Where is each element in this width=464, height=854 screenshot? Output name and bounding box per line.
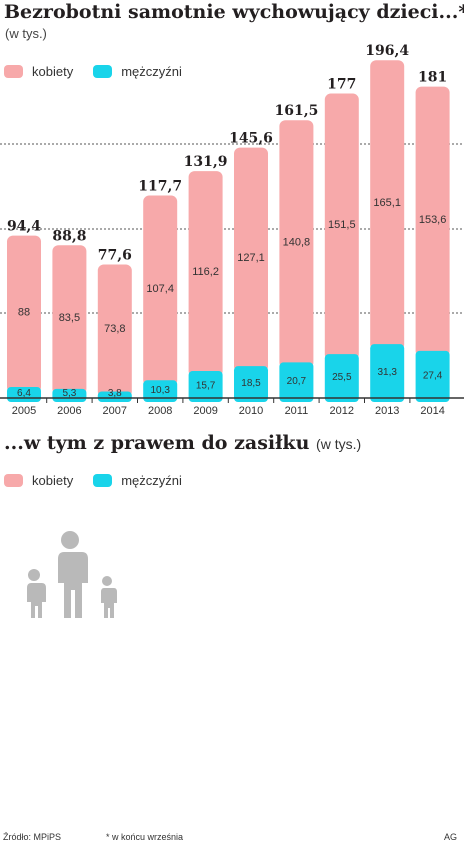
- legend-swatch-mezczyzni: [93, 65, 113, 78]
- label-mezczyzni-2007: 3,8: [108, 388, 122, 399]
- tick-label-2011: 2011: [285, 405, 309, 417]
- label-mezczyzni-2011: 20,7: [287, 376, 307, 387]
- bar-kobiety-2006: [52, 245, 87, 395]
- label-kobiety-2010: 127,1: [237, 252, 265, 264]
- bar-kobiety-2009: [188, 171, 223, 377]
- bar-kobiety-2008: [143, 195, 178, 387]
- label-total-2013: 196,4: [365, 43, 409, 59]
- bar-kobiety-2010: [234, 147, 268, 373]
- footer-note: * w końcu września: [106, 832, 184, 842]
- label-total-2014: 181: [418, 70, 447, 86]
- bar-mezczyzni-2014: [415, 350, 450, 402]
- bar-mezczyzni-2008: [143, 380, 178, 402]
- label-total-2006: 88,8: [52, 228, 86, 244]
- label-mezczyzni-2008: 10,3: [150, 385, 170, 396]
- label-total-2011: 161,5: [274, 103, 318, 119]
- tick-label-2006: 2006: [57, 405, 81, 417]
- label-kobiety-2013: 165,1: [373, 197, 401, 209]
- chart1-svg: 88 6,4 94,4 2005 83,5 5,3 88,8 2006 73,8 3,8 77,6 2…: [0, 43, 464, 417]
- label-total-2009: 131,9: [184, 154, 228, 170]
- footer-source: Źródło: MPiPS: [3, 832, 62, 842]
- label-mezczyzni-2010: 18,5: [241, 378, 261, 389]
- bar-kobiety-2012: [324, 93, 359, 361]
- legend2-label-mezczyzni: mężczyźni: [121, 473, 182, 488]
- legend2-item-kobiety: kobiety: [4, 473, 73, 488]
- legend2-label-kobiety: kobiety: [32, 473, 74, 488]
- legend2-swatch-mezczyzni: [93, 474, 113, 487]
- label-total-2008: 117,7: [138, 179, 182, 195]
- bar-mezczyzni-2011: [279, 362, 314, 402]
- footer-credit: AG: [444, 832, 458, 842]
- chart2-legend: kobiety mężczyźni: [4, 473, 202, 488]
- bar-kobiety-2014: [415, 86, 450, 357]
- chart1-legend: kobiety mężczyźni: [4, 64, 202, 79]
- label-kobiety-2012: 151,5: [328, 219, 356, 231]
- bar-mezczyzni-2007: [97, 391, 132, 402]
- legend2-item-mezczyzni: mężczyźni: [93, 473, 182, 488]
- tick-label-2005: 2005: [12, 405, 36, 417]
- label-mezczyzni-2014: 27,4: [423, 370, 443, 381]
- label-kobiety-2009: 116,2: [192, 266, 219, 278]
- tick-label-2009: 2009: [193, 405, 217, 417]
- chart1-title: Bezrobotni samotnie wychowujący dzieci..…: [4, 1, 464, 23]
- label-total-2005: 94,4: [7, 219, 41, 235]
- bar-kobiety-2011: [279, 120, 314, 369]
- bar-kobiety-2013: [370, 60, 405, 351]
- label-total-2010: 145,6: [229, 131, 273, 147]
- bar-kobiety-2007: [97, 264, 132, 398]
- label-kobiety-2006: 83,5: [59, 312, 80, 324]
- chart2-title: ...w tym z prawem do zasiłku (w tys.): [4, 432, 362, 454]
- legend-item-mezczyzni: mężczyźni: [93, 64, 182, 79]
- chart1-unit: (w tys.): [5, 26, 47, 41]
- label-mezczyzni-2012: 25,5: [332, 372, 352, 383]
- label-total-2012: 177: [327, 77, 356, 93]
- legend-item-kobiety: kobiety: [4, 64, 73, 79]
- legend-label-kobiety: kobiety: [32, 64, 74, 79]
- label-mezczyzni-2006: 5,3: [62, 388, 76, 399]
- tick-label-2012: 2012: [330, 405, 354, 417]
- label-total-2007: 77,6: [98, 248, 132, 264]
- tick-label-2007: 2007: [103, 405, 127, 417]
- label-mezczyzni-2005: 6,4: [17, 388, 31, 399]
- label-kobiety-2011: 140,8: [283, 236, 311, 248]
- chart2-unit: (w tys.): [316, 436, 362, 452]
- bar-mezczyzni-2013: [370, 344, 405, 402]
- family-icon: [26, 531, 117, 618]
- label-mezczyzni-2009: 15,7: [196, 380, 216, 391]
- label-kobiety-2005: 88: [18, 306, 30, 318]
- tick-label-2010: 2010: [239, 405, 263, 417]
- tick-label-2013: 2013: [375, 405, 399, 417]
- label-kobiety-2007: 73,8: [104, 323, 125, 335]
- label-mezczyzni-2013: 31,3: [377, 367, 397, 378]
- bar-mezczyzni-2010: [234, 366, 268, 402]
- label-kobiety-2014: 153,6: [419, 214, 447, 226]
- tick-label-2014: 2014: [420, 405, 444, 417]
- legend2-swatch-kobiety: [4, 474, 23, 487]
- tick-label-2008: 2008: [148, 405, 172, 417]
- label-kobiety-2008: 107,4: [146, 283, 174, 295]
- chart2-svg: 70,87,820056,50,77,220065,60,66,2200710,…: [0, 0, 464, 420]
- bar-kobiety-2005: [7, 235, 41, 393]
- legend-swatch-kobiety: [4, 65, 23, 78]
- bar-mezczyzni-2009: [188, 370, 223, 402]
- legend-label-mezczyzni: mężczyźni: [121, 64, 182, 79]
- bar-mezczyzni-2012: [324, 354, 359, 402]
